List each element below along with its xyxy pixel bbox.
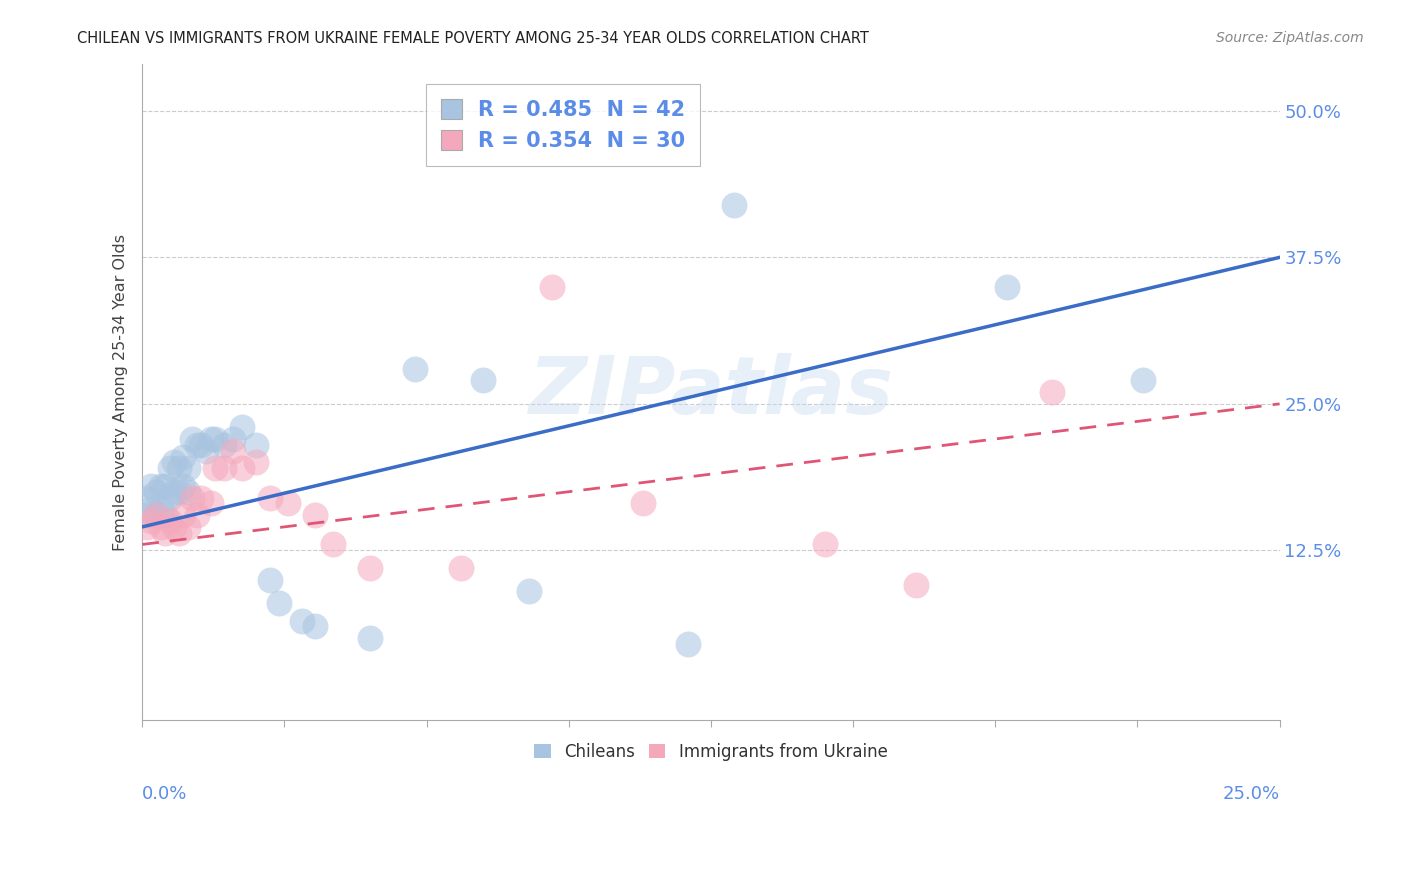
Point [359, 561, 381, 575]
Point [1132, 373, 1154, 387]
Text: Source: ZipAtlas.com: Source: ZipAtlas.com [1216, 31, 1364, 45]
Point [159, 491, 181, 505]
Text: CHILEAN VS IMMIGRANTS FROM UKRAINE FEMALE POVERTY AMONG 25-34 YEAR OLDS CORRELAT: CHILEAN VS IMMIGRANTS FROM UKRAINE FEMAL… [77, 31, 869, 46]
Point [172, 508, 194, 523]
Point [163, 455, 186, 469]
Y-axis label: Female Poverty Among 25-34 Year Olds: Female Poverty Among 25-34 Year Olds [114, 234, 128, 550]
Point [1040, 385, 1063, 400]
Point [149, 479, 172, 493]
Point [472, 373, 495, 387]
Point [145, 508, 167, 523]
Point [145, 484, 167, 499]
Point [259, 573, 281, 587]
Point [141, 514, 163, 528]
Point [190, 438, 212, 452]
Point [245, 455, 267, 469]
Point [995, 279, 1018, 293]
Point [172, 479, 194, 493]
Point [204, 461, 226, 475]
Point [141, 502, 163, 516]
Point [181, 491, 204, 505]
Point [814, 537, 837, 551]
Point [540, 279, 562, 293]
Point [172, 450, 194, 464]
Point [904, 578, 927, 592]
Point [517, 584, 540, 599]
Point [153, 479, 176, 493]
Point [222, 443, 245, 458]
Point [231, 420, 253, 434]
Point [277, 496, 299, 510]
Point [159, 461, 181, 475]
Point [186, 508, 208, 523]
Point [222, 432, 245, 446]
Point [195, 443, 218, 458]
Point [304, 508, 326, 523]
Point [167, 484, 190, 499]
Point [204, 432, 226, 446]
Point [145, 508, 167, 523]
Point [304, 619, 326, 633]
Point [631, 496, 654, 510]
Text: 0.0%: 0.0% [142, 785, 187, 803]
Point [723, 197, 745, 211]
Point [259, 491, 281, 505]
Point [200, 496, 222, 510]
Point [181, 432, 204, 446]
Point [267, 596, 290, 610]
Point [212, 438, 235, 452]
Point [177, 520, 200, 534]
Point [163, 484, 186, 499]
Point [167, 461, 190, 475]
Point [231, 461, 253, 475]
Point [153, 508, 176, 523]
Point [135, 520, 157, 534]
Point [450, 561, 472, 575]
Point [135, 508, 157, 523]
Point [149, 502, 172, 516]
Point [159, 514, 181, 528]
Text: 25.0%: 25.0% [1222, 785, 1279, 803]
Legend: Chileans, Immigrants from Ukraine: Chileans, Immigrants from Ukraine [527, 736, 894, 768]
Point [359, 631, 381, 645]
Point [177, 484, 200, 499]
Point [212, 461, 235, 475]
Point [290, 614, 312, 628]
Point [141, 479, 163, 493]
Point [153, 525, 176, 540]
Point [167, 525, 190, 540]
Point [676, 637, 699, 651]
Point [177, 461, 200, 475]
Point [149, 520, 172, 534]
Point [186, 438, 208, 452]
Point [404, 361, 426, 376]
Point [245, 438, 267, 452]
Point [163, 520, 186, 534]
Point [190, 491, 212, 505]
Text: ZIPatlas: ZIPatlas [529, 353, 893, 431]
Point [200, 432, 222, 446]
Point [322, 537, 344, 551]
Point [135, 491, 157, 505]
